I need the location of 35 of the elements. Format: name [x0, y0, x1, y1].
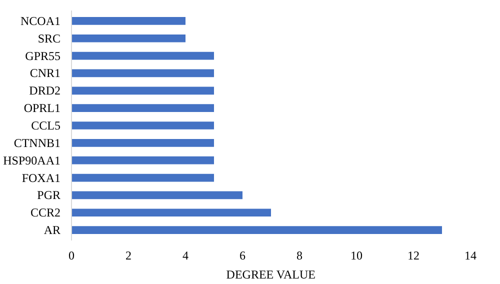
y-tick-label: AR: [44, 223, 60, 238]
y-tick-label: OPRL1: [24, 101, 61, 116]
x-axis-title: DEGREE VALUE: [226, 268, 316, 282]
x-tick-label: 2: [126, 248, 132, 262]
x-tick-label: 4: [182, 248, 188, 262]
x-tick-label: 10: [350, 248, 362, 262]
y-tick-label: FOXA1: [22, 170, 60, 185]
bar: [72, 208, 271, 217]
y-tick-label: CNR1: [30, 66, 61, 80]
y-tick-label: CCL5: [31, 118, 61, 132]
bar: [72, 104, 214, 112]
bar: [72, 139, 214, 147]
bar: [72, 174, 214, 182]
bar: [72, 226, 442, 234]
x-tick-label: 8: [296, 248, 302, 262]
bar: [72, 122, 214, 130]
y-tick-label: CTNNB1: [14, 136, 60, 150]
x-tick-label: 14: [464, 248, 476, 262]
y-tick-label: NCOA1: [20, 14, 61, 28]
bar: [72, 191, 242, 200]
bar: [72, 69, 214, 78]
y-tick-label: CCR2: [30, 206, 61, 220]
bar: [72, 34, 186, 42]
bar: [72, 86, 214, 95]
y-tick-label: GPR55: [25, 48, 60, 63]
y-tick-label: PGR: [37, 188, 60, 202]
y-tick-label: HSP90AA1: [3, 153, 61, 168]
bar: [72, 17, 186, 25]
y-tick-label: SRC: [38, 31, 61, 46]
x-tick-label: 0: [68, 248, 74, 262]
bar: [72, 156, 214, 164]
x-tick-label: 6: [240, 248, 246, 262]
x-tick-label: 12: [408, 248, 420, 262]
bar: [72, 52, 214, 60]
y-tick-label: DRD2: [29, 84, 61, 98]
